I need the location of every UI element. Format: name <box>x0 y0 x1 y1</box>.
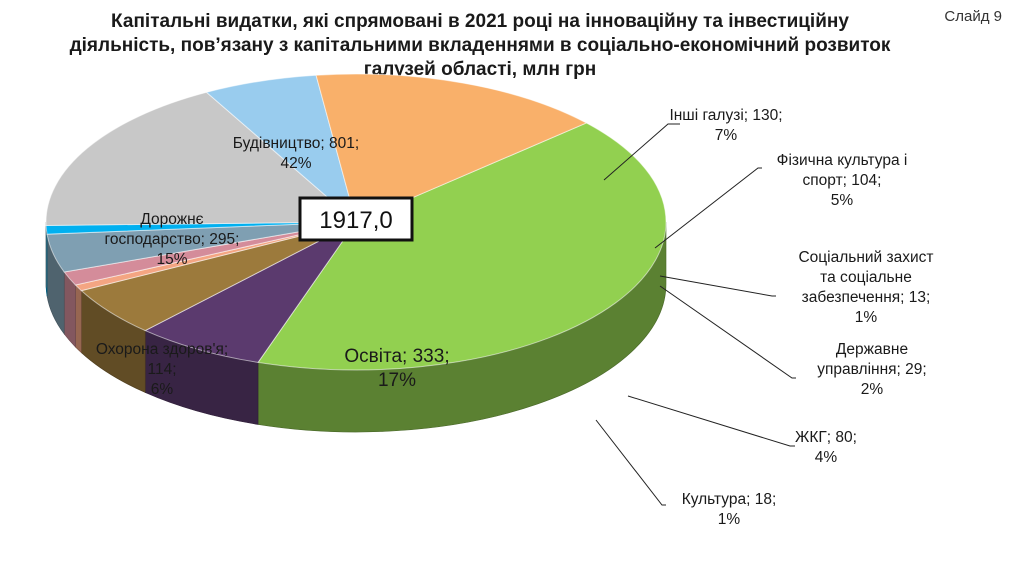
total-box: 1917,0 <box>298 196 414 242</box>
pie-tops <box>45 73 667 371</box>
chart-title-line-1: Капітальні видатки, які спрямовані в 202… <box>111 11 849 32</box>
pie-sides <box>45 221 667 433</box>
slice-label-line: Соціальний захист <box>798 249 933 266</box>
slice-label-line: ЖКГ; 80; <box>795 429 857 446</box>
slice-label-будівництво: Будівництво; 801; 42% <box>233 135 359 172</box>
slice-label-line: управління; 29; <box>817 361 926 378</box>
slice-label-line: 42% <box>280 155 311 172</box>
slice-будівництво <box>257 122 667 371</box>
slice-label-line: Дорожнє <box>140 211 203 228</box>
slice-label-line: 4% <box>815 449 838 466</box>
leader-line-інші-галузі <box>603 123 680 181</box>
leader-lines <box>595 123 796 506</box>
slice-label-line: 2% <box>861 381 884 398</box>
slice-label-line: Охорона здоров'я; <box>96 341 228 358</box>
slice-освіта <box>45 91 358 226</box>
slice-label-line: 1% <box>718 511 741 528</box>
slice-label-line: Будівництво; 801; <box>233 135 359 152</box>
chart-title-line-2: діяльність, пов’язану з капітальними вкл… <box>69 35 891 56</box>
slice-label-line: 5% <box>831 192 854 209</box>
leader-line-фізична-культура-і-спорт <box>654 167 762 249</box>
slice-label-освіта: Освіта; 333; 17% <box>344 346 449 391</box>
slice-label-line: Освіта; 333; <box>344 346 449 367</box>
slice-label-line: Фізична культура і <box>777 152 908 169</box>
slice-label-line: 15% <box>156 251 187 268</box>
chart-title: Капітальні видатки, які спрямовані в 202… <box>40 10 920 82</box>
slice-label-фізична-культура-і-спорт: Фізична культура і спорт; 104; 5% <box>777 152 908 209</box>
slide-number: Слайд 9 <box>944 8 1002 25</box>
slice-label-жкг: ЖКГ; 80; 4% <box>795 429 857 466</box>
leader-line-культура <box>595 419 666 506</box>
slice-label-line: Культура; 18; <box>682 491 777 508</box>
slice-label-line: 114; <box>147 361 176 378</box>
slice-label-line: Державне <box>836 341 908 358</box>
slice-label-інші-галузі: Інші галузі; 130; 7% <box>669 107 782 144</box>
slice-label-line: господарство; 295; <box>105 231 240 248</box>
slice-label-line: забезпечення; 13; <box>802 289 931 306</box>
slice-інші-галузі <box>144 221 357 363</box>
slice-label-line: та соціальне <box>820 269 912 286</box>
slice-label-line: 17% <box>378 370 416 391</box>
slice-label-line: 7% <box>715 127 738 144</box>
leader-line-державне-управління <box>659 285 796 379</box>
total-value: 1917,0 <box>319 207 392 234</box>
chart-title-line-3: галузей області, млн грн <box>363 59 597 80</box>
leader-line-соціальний-захист-та-соціальне-забезпечення <box>659 275 776 297</box>
slice-label-культура: Культура; 18; 1% <box>682 491 777 528</box>
slice-label-державне-управління: Державне управління; 29; 2% <box>817 341 926 398</box>
slice-label-дорожнє-господарство: Дорожнє господарство; 295; 15% <box>105 211 240 268</box>
slice-side-соціальний-захист-та-соціальне-забезпечення <box>75 284 82 354</box>
slice-label-line: Інші галузі; 130; <box>669 107 782 124</box>
leader-line-жкг <box>627 395 795 447</box>
slice-label-охорона-здоров-я: Охорона здоров'я; 114; 6% <box>96 341 228 398</box>
slice-label-line: 1% <box>855 309 878 326</box>
slice-labels: Будівництво; 801; 42% Інші галузі; 130; 7% Ф… <box>96 107 934 528</box>
slice-label-line: спорт; 104; <box>803 172 882 189</box>
slice-label-line: 6% <box>151 381 174 398</box>
slice-label-соціальний-захист-та-соціальне-забезпечення: Соціальний захист та соціальне забезпеченн… <box>798 249 933 326</box>
slice-дорожнє-господарство <box>315 73 588 223</box>
